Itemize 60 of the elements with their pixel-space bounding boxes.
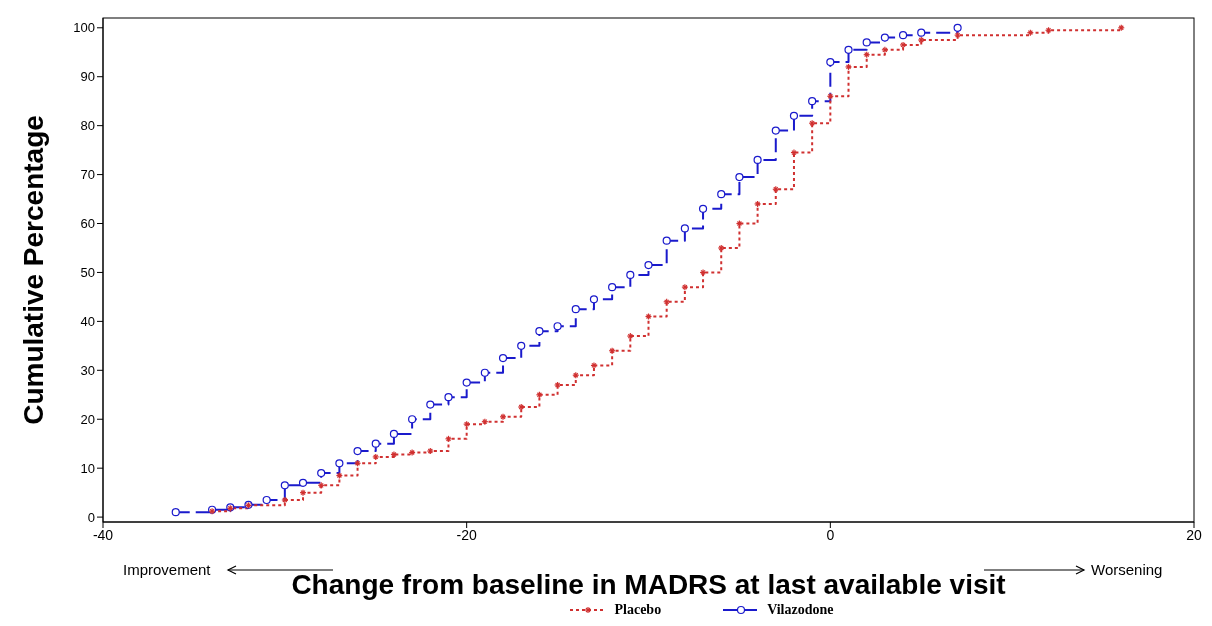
point xyxy=(826,57,835,67)
point xyxy=(426,400,435,409)
y-tick-label: 10 xyxy=(80,460,95,476)
y-axis-title: Cumulative Percentage xyxy=(17,115,49,425)
point xyxy=(589,295,599,304)
point xyxy=(462,378,471,387)
point xyxy=(262,495,271,505)
point xyxy=(571,305,580,314)
point xyxy=(717,190,726,199)
point xyxy=(444,393,453,402)
point xyxy=(844,45,853,54)
y-tick-label: 50 xyxy=(80,265,95,281)
point xyxy=(335,459,344,468)
point xyxy=(808,97,817,106)
point xyxy=(680,224,689,233)
legend-label: Placebo xyxy=(613,602,662,618)
text: Improvement xyxy=(123,561,212,578)
point xyxy=(917,28,926,37)
x-tick-label: -40 xyxy=(92,526,114,543)
point xyxy=(789,111,799,120)
x-tick-label: -20 xyxy=(456,526,477,543)
point xyxy=(698,204,708,213)
point xyxy=(753,155,762,164)
point xyxy=(517,341,526,350)
point xyxy=(498,353,508,363)
point xyxy=(389,429,399,439)
point xyxy=(735,172,744,182)
point xyxy=(953,23,962,32)
x-axis-title: Change from baseline in MADRS at last available visit xyxy=(291,569,1006,600)
point xyxy=(371,439,380,448)
point xyxy=(662,236,671,245)
y-tick-label: 100 xyxy=(73,20,95,36)
point xyxy=(298,478,308,487)
text: Worsening xyxy=(1091,561,1163,578)
point xyxy=(553,322,562,331)
point xyxy=(644,261,653,270)
y-tick-label: 30 xyxy=(80,362,95,378)
y-tick-label: 20 xyxy=(80,411,95,427)
legend-label: Vilazodone xyxy=(766,602,834,618)
point xyxy=(171,508,180,517)
point xyxy=(408,415,417,424)
point xyxy=(771,126,780,135)
point xyxy=(880,33,889,42)
point xyxy=(535,327,544,336)
y-tick-label: 80 xyxy=(80,118,95,134)
x-tick-label: 0 xyxy=(826,526,835,543)
point xyxy=(898,31,908,40)
y-tick-label: 90 xyxy=(80,69,95,85)
point xyxy=(626,270,635,279)
y-tick-label: 70 xyxy=(80,167,95,183)
point xyxy=(862,38,871,47)
point xyxy=(608,283,617,292)
y-tick-label: 40 xyxy=(80,313,95,329)
y-tick-label: 0 xyxy=(87,509,95,525)
point xyxy=(317,468,326,478)
point xyxy=(280,481,289,490)
point xyxy=(480,368,489,377)
point xyxy=(353,446,362,456)
y-tick-label: 60 xyxy=(80,216,95,232)
x-tick-label: 20 xyxy=(1186,526,1202,543)
